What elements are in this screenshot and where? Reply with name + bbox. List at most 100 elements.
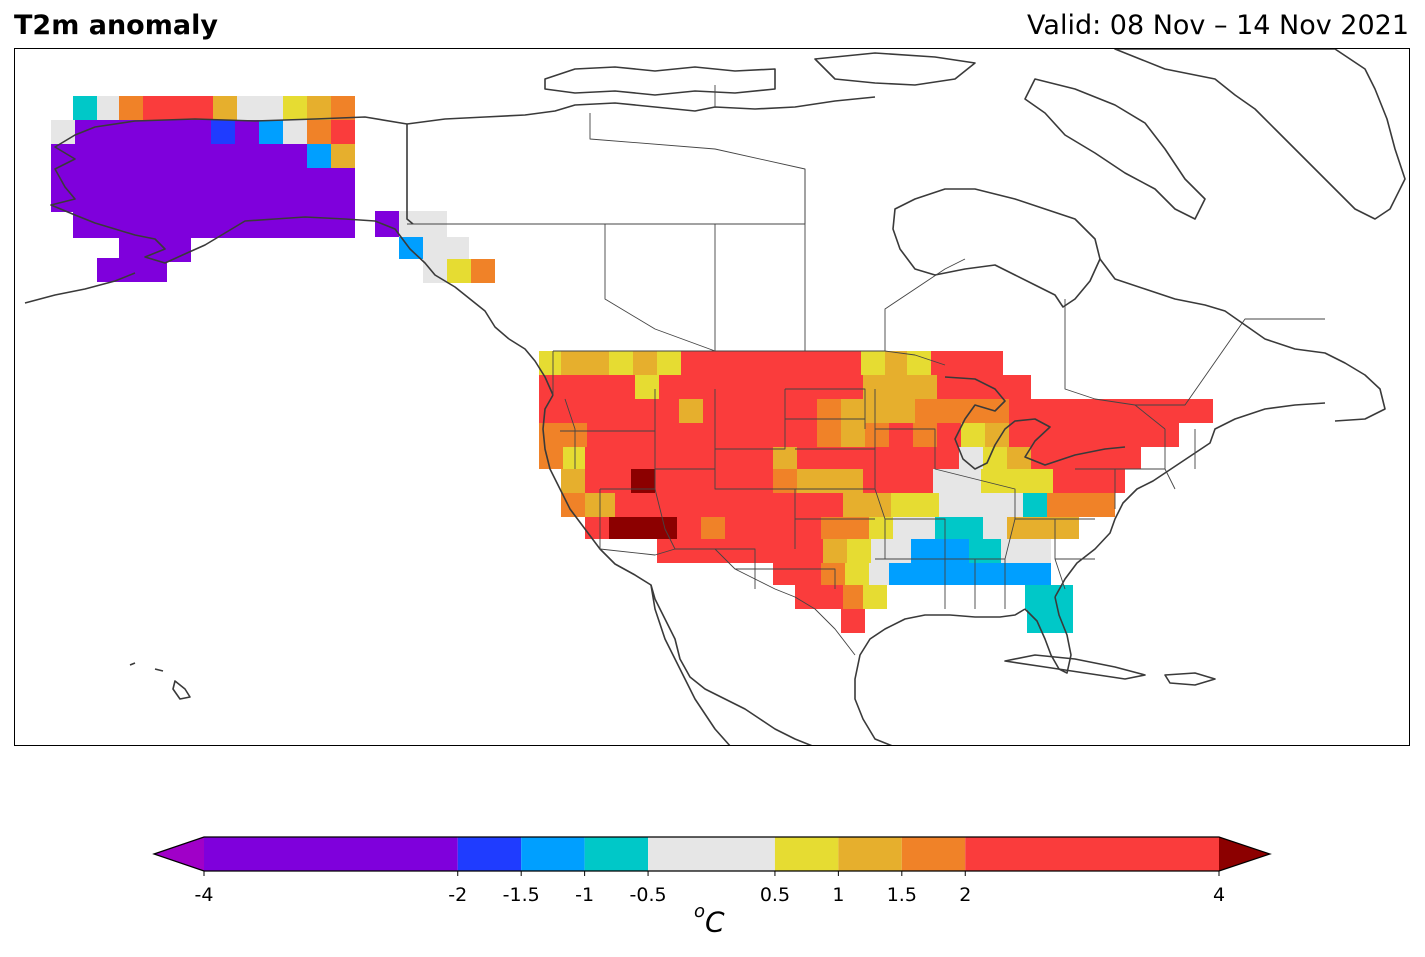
anomaly-cell — [701, 517, 725, 539]
florida — [1024, 596, 1072, 674]
anomaly-cell — [679, 399, 703, 423]
anomaly-cell — [1053, 469, 1101, 493]
anomaly-cell — [1033, 423, 1179, 447]
colorbar-tick-label: -1.5 — [503, 884, 540, 906]
anomaly-cell — [869, 447, 935, 469]
anomaly-cell — [847, 539, 871, 563]
anomaly-cell — [907, 351, 931, 375]
anomaly-cell — [771, 493, 795, 517]
unit-celsius: C — [705, 905, 725, 939]
anomaly-cell — [659, 375, 863, 399]
anomaly-cell — [887, 375, 937, 399]
colorbar-swatches — [152, 836, 1272, 872]
anomaly-cell — [677, 517, 701, 539]
colorbar-swatch — [204, 837, 458, 871]
anomaly-cell — [1055, 447, 1115, 469]
colorbar-swatch — [521, 837, 585, 871]
anomaly-cell — [845, 517, 869, 539]
anomaly-cell — [915, 399, 961, 423]
anomaly-cell — [963, 493, 1023, 517]
political-borders — [407, 85, 1325, 656]
arctic-island-2 — [814, 52, 976, 86]
anomaly-cell — [933, 469, 957, 493]
anomaly-cell — [935, 517, 959, 539]
colorbar-tick-label: -0.5 — [630, 884, 667, 906]
anomaly-cell — [681, 351, 861, 375]
colorbar-tick-label: -1 — [575, 884, 594, 906]
hudson-bay — [892, 188, 1101, 308]
anomaly-cell — [1055, 517, 1079, 539]
anomaly-cell — [795, 585, 819, 609]
arctic-island-1 — [544, 66, 776, 96]
anomaly-cell — [307, 96, 331, 120]
coastlines-and-borders — [24, 49, 1406, 745]
anomaly-cell — [869, 563, 889, 585]
anomaly-cell — [983, 517, 1007, 539]
colorbar: -4 -2 -1.5 -1 -0.5 0.5 1 1.5 2 4 — [152, 836, 1272, 906]
anomaly-cell — [1007, 517, 1055, 539]
anomaly-cell — [585, 351, 609, 375]
anomaly-cell — [657, 351, 681, 375]
anomaly-cell — [819, 585, 843, 609]
anomaly-cell — [585, 517, 609, 539]
anomaly-cell — [1095, 493, 1115, 517]
anomaly-cell — [539, 351, 561, 375]
colorbar-swatch — [838, 837, 902, 871]
anomaly-cell — [817, 423, 841, 447]
anomaly-cell — [981, 469, 1029, 493]
anomaly-cell — [983, 447, 1007, 469]
anomaly-cell — [773, 447, 797, 469]
colorbar-tick-label: -4 — [195, 884, 214, 906]
anomaly-cell — [423, 237, 469, 259]
anomaly-cell — [539, 423, 587, 447]
anomaly-cell — [893, 517, 935, 539]
anomaly-cell — [51, 168, 355, 188]
anomaly-cell — [561, 351, 585, 375]
anomaly-cell — [539, 399, 679, 423]
anomaly-cell — [563, 447, 585, 469]
anomaly-cell — [1023, 493, 1047, 517]
anomaly-cell — [865, 399, 915, 423]
anomaly-cell — [331, 120, 355, 144]
arctic-coast — [406, 96, 876, 125]
anomaly-cell — [821, 563, 845, 585]
anomaly-cell — [611, 423, 817, 447]
anomaly-cell — [331, 96, 355, 120]
anomaly-cell — [1031, 447, 1055, 469]
anomaly-cell — [237, 96, 283, 120]
anomaly-cell — [841, 423, 865, 447]
anomaly-cell — [937, 375, 961, 399]
anomaly-cell — [889, 423, 913, 447]
anomaly-cell — [51, 144, 261, 168]
anomaly-cell — [773, 563, 821, 585]
anomaly-cell — [845, 563, 869, 585]
east-coast — [1054, 402, 1326, 598]
anomaly-cell — [1009, 423, 1033, 447]
anomaly-cell — [863, 585, 887, 609]
colorbar-swatch — [648, 837, 775, 871]
anomaly-cell — [1101, 469, 1125, 493]
anomaly-cell — [73, 96, 97, 120]
anomaly-cell — [913, 423, 937, 447]
colorbar-under-extension — [154, 837, 204, 871]
anomaly-cell — [447, 259, 471, 283]
anomaly-cell — [823, 539, 847, 563]
anomaly-cell — [97, 96, 119, 120]
anomaly-cell — [587, 423, 611, 447]
baffin-island — [1024, 78, 1206, 220]
cuba — [1004, 654, 1146, 680]
colorbar-tick-label: -2 — [448, 884, 467, 906]
anomaly-cell — [283, 120, 307, 144]
map-canvas — [24, 49, 1406, 745]
colorbar-ticks: -4 -2 -1.5 -1 -0.5 0.5 1 1.5 2 4 — [195, 871, 1225, 906]
hispaniola — [1164, 672, 1216, 686]
anomaly-cell — [211, 168, 235, 188]
anomaly-cell — [73, 212, 355, 238]
anomaly-cell — [985, 423, 1009, 447]
anomaly-cell — [821, 517, 845, 539]
anomaly-cell — [1115, 447, 1141, 469]
unit-degree: o — [694, 901, 706, 922]
anomaly-cell — [865, 423, 889, 447]
anomaly-cell — [1029, 469, 1053, 493]
anomaly-cell — [1023, 563, 1051, 585]
